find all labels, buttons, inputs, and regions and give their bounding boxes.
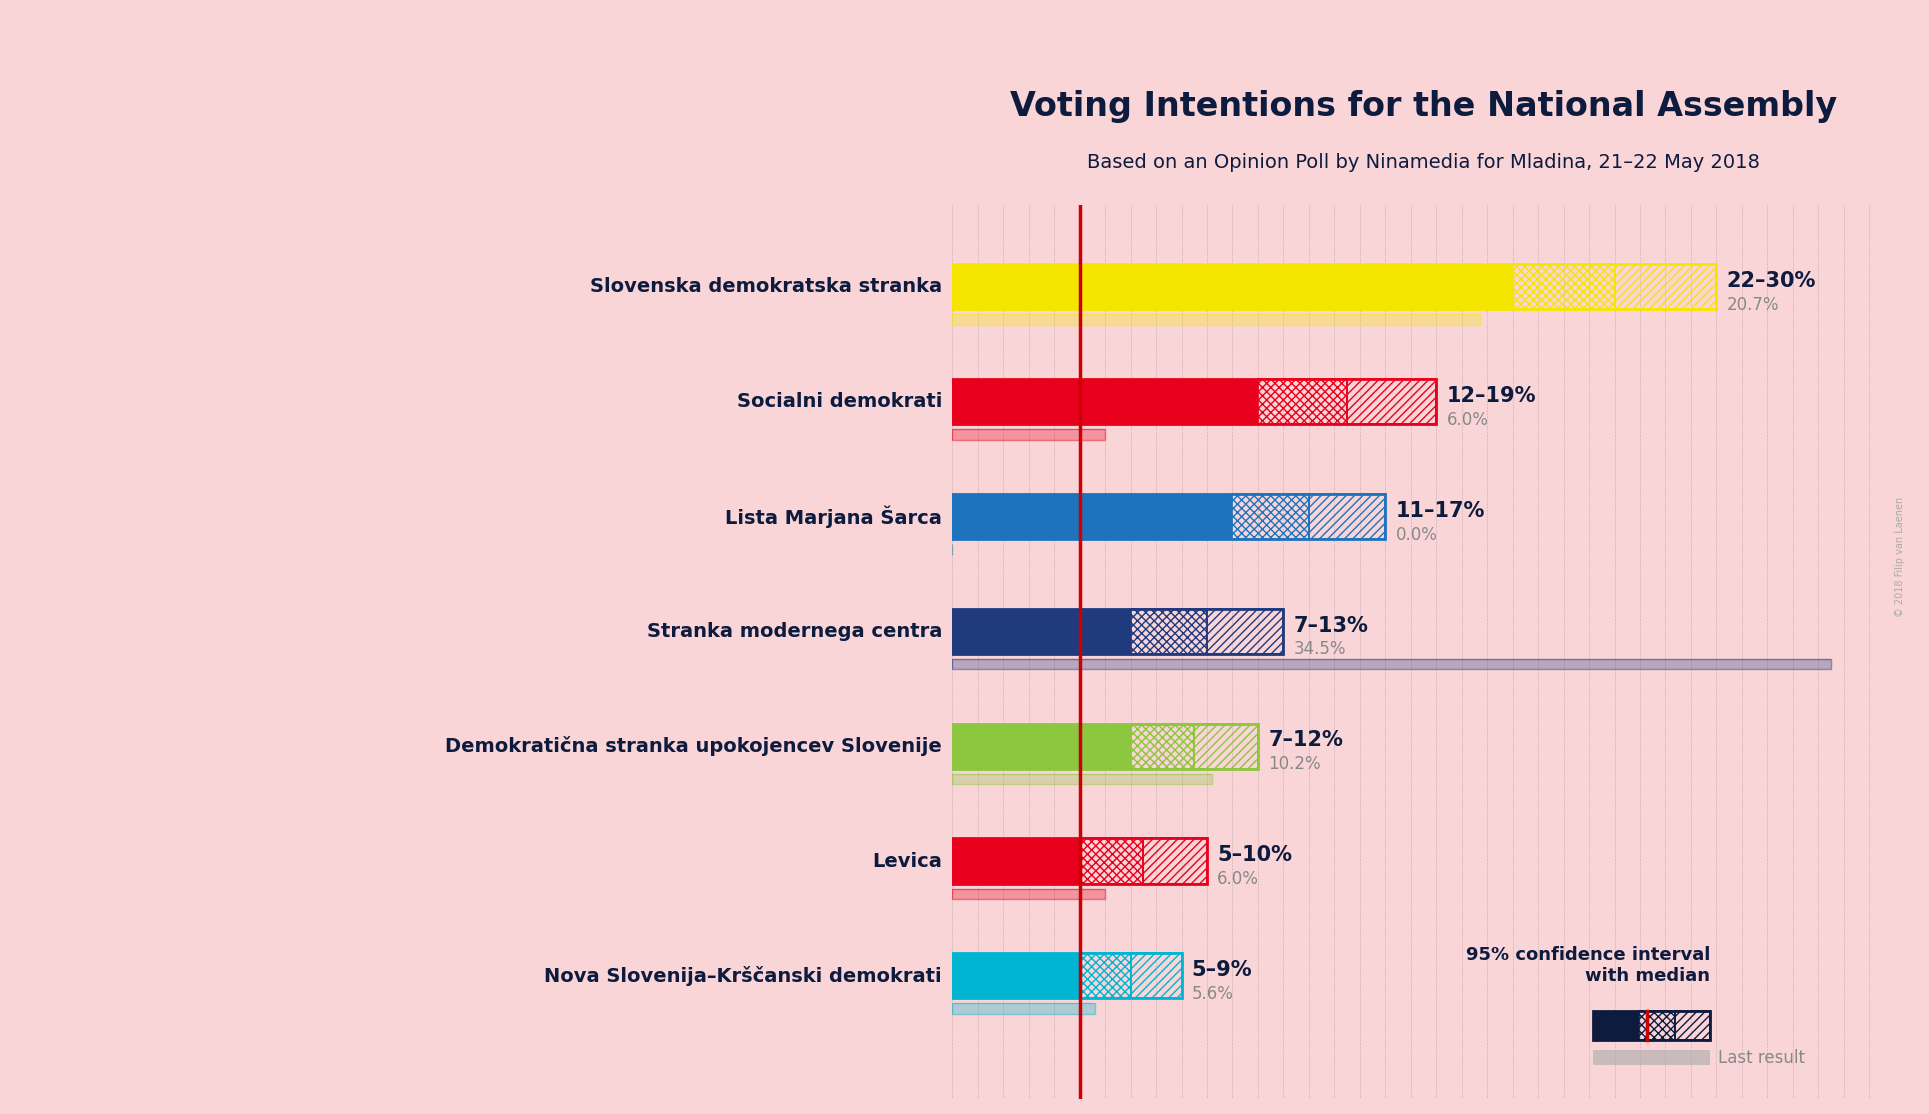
Bar [953, 608, 1130, 654]
Bar [953, 889, 1105, 899]
Text: Socialni demokrati: Socialni demokrati [737, 392, 941, 411]
Bar [953, 1004, 1096, 1014]
Bar [1130, 954, 1182, 998]
Bar [1593, 1010, 1711, 1039]
Bar [1194, 724, 1258, 769]
Bar [953, 658, 1831, 670]
Text: 5.6%: 5.6% [1192, 985, 1233, 1003]
Text: 34.5%: 34.5% [1294, 641, 1346, 658]
Text: Last result: Last result [1719, 1048, 1806, 1066]
Bar [953, 658, 1831, 670]
Text: 6.0%: 6.0% [1447, 411, 1489, 429]
Text: 7–12%: 7–12% [1267, 731, 1343, 751]
Bar [1674, 1010, 1711, 1039]
Bar [953, 724, 1130, 769]
Bar [953, 264, 1717, 310]
Bar [1080, 954, 1130, 998]
Bar [953, 314, 1480, 325]
Bar [1258, 379, 1346, 424]
Bar [953, 494, 1385, 539]
Text: Slovenska demokratska stranka: Slovenska demokratska stranka [590, 277, 941, 296]
Text: 5–10%: 5–10% [1217, 846, 1292, 866]
Bar [1346, 379, 1437, 424]
Bar [953, 839, 1080, 883]
Bar [953, 774, 1211, 784]
Bar [1310, 494, 1385, 539]
Text: Voting Intentions for the National Assembly: Voting Intentions for the National Assem… [1011, 89, 1836, 123]
Bar [953, 429, 1105, 440]
Bar [1144, 839, 1208, 883]
Text: 0.0%: 0.0% [1395, 526, 1437, 544]
Bar [953, 314, 1480, 325]
Bar [953, 1004, 1096, 1014]
Text: 22–30%: 22–30% [1726, 271, 1815, 291]
Text: 5–9%: 5–9% [1192, 960, 1252, 980]
Bar [1512, 264, 1615, 310]
Bar [953, 839, 1208, 883]
Text: 95% confidence interval
with median: 95% confidence interval with median [1466, 946, 1711, 985]
Text: 7–13%: 7–13% [1294, 616, 1368, 636]
Bar [1130, 724, 1194, 769]
Text: Lista Marjana Šarca: Lista Marjana Šarca [725, 506, 941, 528]
Text: 10.2%: 10.2% [1267, 755, 1321, 773]
Text: Demokratična stranka upokojencev Slovenije: Demokratična stranka upokojencev Sloveni… [446, 736, 941, 756]
Bar [953, 429, 1105, 440]
Bar [1130, 608, 1208, 654]
Text: © 2018 Filip van Laenen: © 2018 Filip van Laenen [1894, 497, 1906, 617]
Bar [953, 608, 1283, 654]
Text: Levica: Levica [872, 851, 941, 870]
Text: 20.7%: 20.7% [1726, 296, 1779, 314]
Text: 12–19%: 12–19% [1447, 385, 1535, 405]
Bar [953, 379, 1437, 424]
Bar [1233, 494, 1310, 539]
Bar [953, 889, 1105, 899]
Bar [953, 494, 1233, 539]
Text: Stranka modernega centra: Stranka modernega centra [646, 622, 941, 641]
Bar [1593, 1010, 1640, 1039]
Bar [953, 264, 1512, 310]
Bar [1615, 264, 1717, 310]
Bar [1640, 1010, 1674, 1039]
Text: Nova Slovenija–Krščanski demokrati: Nova Slovenija–Krščanski demokrati [544, 966, 941, 986]
Bar [953, 954, 1080, 998]
Bar [1593, 1051, 1711, 1065]
Text: Based on an Opinion Poll by Ninamedia for Mladina, 21–22 May 2018: Based on an Opinion Poll by Ninamedia fo… [1088, 153, 1759, 172]
Bar [953, 954, 1182, 998]
Bar [1080, 839, 1144, 883]
Bar [953, 724, 1258, 769]
Text: 6.0%: 6.0% [1217, 870, 1260, 888]
Bar [1208, 608, 1283, 654]
Bar [953, 774, 1211, 784]
Text: 11–17%: 11–17% [1395, 500, 1485, 520]
Bar [953, 379, 1258, 424]
